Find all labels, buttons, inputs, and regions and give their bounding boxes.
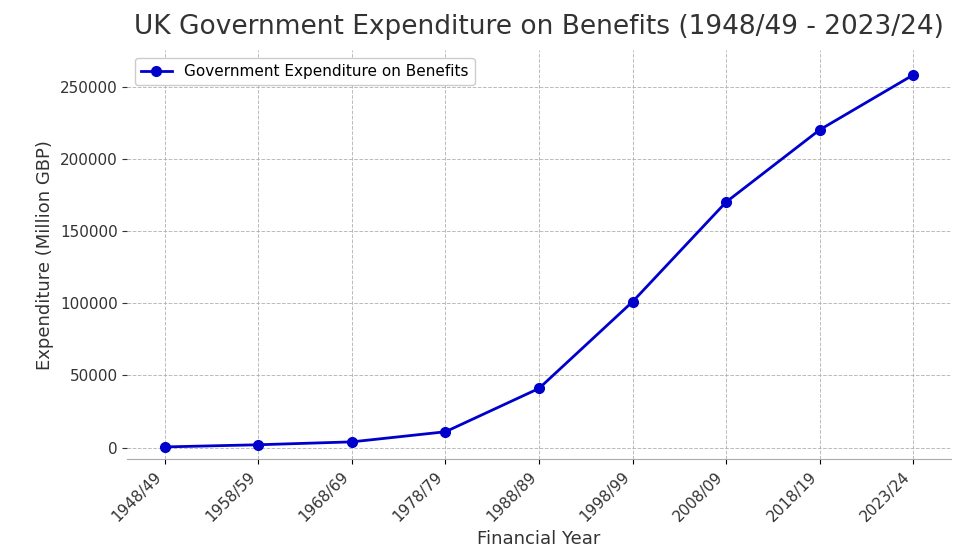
Title: UK Government Expenditure on Benefits (1948/49 - 2023/24): UK Government Expenditure on Benefits (1… [134, 14, 944, 40]
Government Expenditure on Benefits [253, 441, 265, 448]
Y-axis label: Expenditure (Million GBP): Expenditure (Million GBP) [36, 140, 54, 370]
Legend: Government Expenditure on Benefits: Government Expenditure on Benefits [135, 58, 474, 85]
Government Expenditure on Benefits [907, 72, 919, 78]
Government Expenditure on Benefits [346, 438, 358, 445]
X-axis label: Financial Year: Financial Year [477, 530, 601, 548]
Government Expenditure on Benefits [626, 298, 638, 305]
Government Expenditure on Benefits [533, 385, 545, 392]
Government Expenditure on Benefits [159, 444, 171, 450]
Government Expenditure on Benefits [813, 127, 825, 133]
Government Expenditure on Benefits [440, 428, 452, 435]
Government Expenditure on Benefits [720, 199, 732, 206]
Line: Government Expenditure on Benefits: Government Expenditure on Benefits [160, 70, 918, 452]
